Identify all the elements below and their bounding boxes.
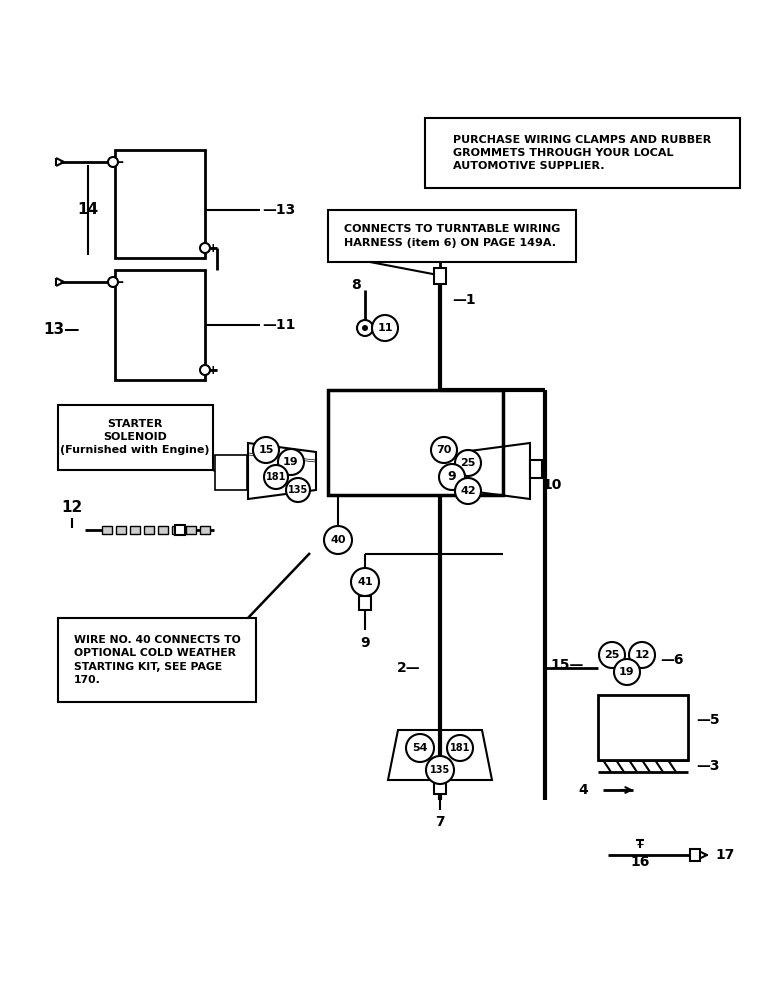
Text: 9: 9 — [448, 471, 456, 484]
Text: 135: 135 — [288, 485, 308, 495]
Circle shape — [372, 315, 398, 341]
Text: 15—: 15— — [550, 658, 584, 672]
Circle shape — [406, 734, 434, 762]
Text: 8: 8 — [351, 278, 361, 292]
Bar — [58, 618, 256, 702]
Bar — [130, 526, 140, 534]
Bar — [186, 526, 196, 534]
Text: 14: 14 — [77, 202, 99, 218]
Text: —13: —13 — [262, 203, 295, 217]
Text: 2—: 2— — [396, 661, 420, 675]
Circle shape — [253, 437, 279, 463]
Bar — [425, 118, 740, 188]
Text: –: – — [116, 155, 123, 169]
Circle shape — [324, 526, 352, 554]
Text: —5: —5 — [696, 713, 720, 727]
Bar — [115, 150, 205, 258]
Text: 25: 25 — [604, 650, 620, 660]
Text: —3: —3 — [696, 759, 720, 773]
Text: 181: 181 — [266, 472, 286, 482]
Circle shape — [278, 449, 304, 475]
Text: 9: 9 — [361, 636, 370, 650]
Text: —6: —6 — [660, 653, 683, 667]
Circle shape — [447, 735, 473, 761]
Circle shape — [614, 659, 640, 685]
Circle shape — [286, 478, 310, 502]
Circle shape — [108, 157, 118, 167]
Text: 19: 19 — [619, 667, 635, 677]
Text: 42: 42 — [460, 486, 476, 496]
Circle shape — [200, 365, 210, 375]
Text: 25: 25 — [460, 458, 476, 468]
Circle shape — [431, 437, 457, 463]
Bar — [115, 270, 205, 380]
Bar — [215, 455, 247, 490]
Text: —1: —1 — [452, 293, 476, 307]
Text: 11: 11 — [378, 323, 393, 333]
Bar — [200, 526, 210, 534]
Text: 10: 10 — [542, 478, 561, 492]
Text: 12: 12 — [62, 500, 83, 516]
Circle shape — [629, 642, 655, 668]
Text: 19: 19 — [283, 457, 299, 467]
Bar — [144, 526, 154, 534]
Bar — [690, 849, 700, 861]
Text: 7: 7 — [435, 815, 445, 829]
Text: CONNECTS TO TURNTABLE WIRING
HARNESS (item 6) ON PAGE 149A.: CONNECTS TO TURNTABLE WIRING HARNESS (it… — [344, 224, 560, 248]
Bar — [434, 268, 446, 284]
Text: 54: 54 — [412, 743, 428, 753]
Text: 17: 17 — [715, 848, 734, 862]
Text: 15: 15 — [259, 445, 274, 455]
Text: —11: —11 — [262, 318, 296, 332]
Bar — [530, 460, 542, 478]
Text: 4: 4 — [578, 783, 588, 797]
Text: STARTER
SOLENOID
(Furnished with Engine): STARTER SOLENOID (Furnished with Engine) — [60, 419, 210, 455]
Circle shape — [362, 325, 368, 331]
Text: 70: 70 — [436, 445, 452, 455]
Bar — [172, 526, 182, 534]
Bar — [58, 405, 213, 470]
Bar — [328, 210, 576, 262]
Bar — [598, 695, 688, 760]
Bar — [102, 526, 112, 534]
Bar — [359, 596, 371, 610]
Circle shape — [264, 465, 288, 489]
Bar — [116, 526, 126, 534]
Circle shape — [426, 756, 454, 784]
Text: 135: 135 — [430, 765, 450, 775]
Text: 13—: 13— — [43, 322, 80, 338]
Circle shape — [351, 568, 379, 596]
Circle shape — [357, 320, 373, 336]
Text: 181: 181 — [450, 743, 470, 753]
Text: –: – — [116, 275, 123, 289]
Bar — [328, 390, 503, 495]
Text: 40: 40 — [330, 535, 346, 545]
Circle shape — [108, 277, 118, 287]
Bar — [434, 782, 446, 794]
Text: WIRE NO. 40 CONNECTS TO
OPTIONAL COLD WEATHER
STARTING KIT, SEE PAGE
170.: WIRE NO. 40 CONNECTS TO OPTIONAL COLD WE… — [73, 635, 240, 685]
Circle shape — [200, 243, 210, 253]
Bar — [175, 525, 185, 535]
Circle shape — [455, 478, 481, 504]
Text: +: + — [208, 241, 218, 254]
Circle shape — [439, 464, 465, 490]
Text: 12: 12 — [635, 650, 650, 660]
Text: +: + — [208, 363, 218, 376]
Circle shape — [455, 450, 481, 476]
Circle shape — [599, 642, 625, 668]
Bar — [158, 526, 168, 534]
Text: 16: 16 — [630, 855, 650, 869]
Text: PURCHASE WIRING CLAMPS AND RUBBER
GROMMETS THROUGH YOUR LOCAL
AUTOMOTIVE SUPPLIE: PURCHASE WIRING CLAMPS AND RUBBER GROMME… — [453, 135, 711, 171]
Text: 41: 41 — [357, 577, 373, 587]
